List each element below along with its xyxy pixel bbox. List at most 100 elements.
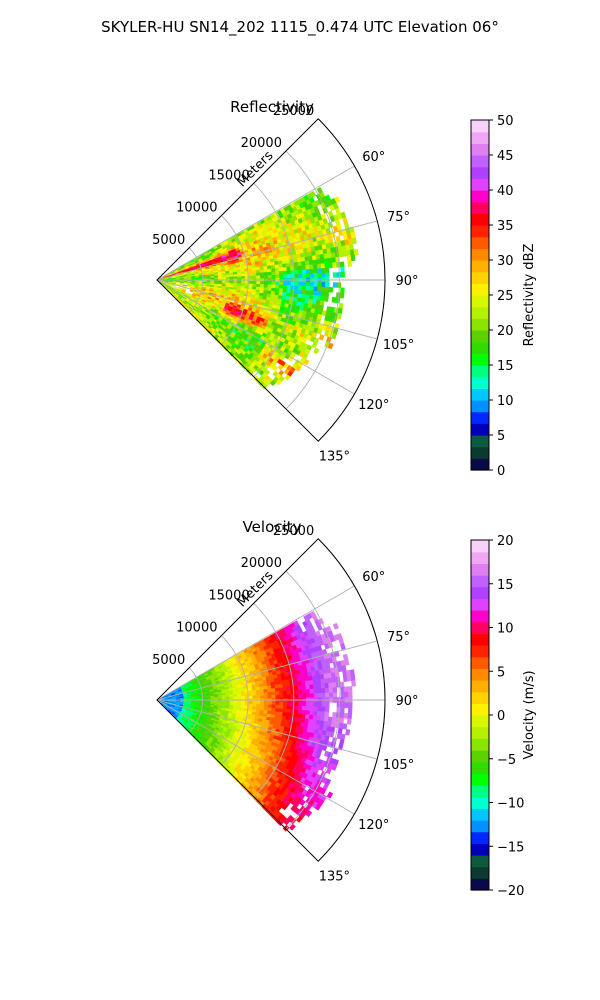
vel-cell — [274, 687, 280, 692]
vel-cell — [345, 729, 351, 736]
refl-cell — [328, 237, 334, 244]
refl-cell — [347, 260, 353, 267]
vel-cell — [278, 687, 284, 692]
vel-cell — [252, 690, 257, 694]
vel-cell — [264, 695, 269, 699]
refl-cell — [301, 261, 306, 267]
vel-cell — [351, 680, 356, 687]
vel-cell — [286, 694, 292, 699]
vel-cell — [267, 701, 273, 706]
refl-cell — [278, 263, 284, 269]
colorbar-swatch — [471, 843, 489, 856]
vel-cell — [285, 679, 291, 684]
range-tick-label: 5000 — [152, 653, 185, 668]
colorbar-swatch — [471, 306, 489, 319]
refl-cell — [332, 262, 337, 268]
refl-cell — [317, 272, 322, 279]
vel-cell — [308, 680, 314, 686]
vel-cell — [340, 707, 345, 714]
refl-cell — [225, 280, 231, 284]
refl-cell — [285, 259, 291, 264]
vel-cell — [323, 678, 329, 684]
vel-cell — [325, 663, 331, 670]
refl-cell — [259, 284, 265, 288]
refl-cell — [264, 275, 269, 279]
colorbar-swatch — [471, 621, 489, 634]
refl-cell — [325, 272, 330, 278]
refl-cell — [264, 281, 269, 285]
vel-cell — [271, 688, 276, 693]
colorbar-swatch — [471, 388, 489, 401]
vel-cell — [286, 686, 291, 692]
vel-cell — [304, 680, 310, 686]
colorbar-swatch — [471, 411, 489, 424]
vel-cell — [274, 708, 280, 713]
refl-cell — [217, 275, 223, 278]
vel-cell — [342, 723, 348, 730]
refl-cell — [332, 282, 338, 288]
vel-cell — [324, 706, 330, 713]
range-tick-label: 20000 — [241, 136, 282, 151]
colorbar-swatch — [471, 715, 489, 728]
reflectivity-panel: Reflectivity50001000015000200002500060°7… — [152, 98, 537, 479]
vel-cell — [263, 707, 269, 712]
colorbar-swatch — [471, 120, 489, 133]
vel-cell — [339, 681, 345, 688]
vel-cell — [206, 697, 211, 700]
vel-cell — [283, 694, 288, 699]
refl-cell — [248, 273, 253, 277]
refl-cell — [267, 268, 272, 273]
refl-cell — [182, 284, 188, 287]
vel-cell — [293, 685, 299, 691]
colorbar-tick-label: 25 — [497, 289, 514, 304]
refl-cell — [282, 270, 288, 275]
vel-cell — [233, 696, 238, 700]
vel-cell — [324, 682, 330, 689]
refl-cell — [294, 269, 299, 275]
colorbar-swatch — [471, 820, 489, 833]
refl-cell — [279, 281, 284, 286]
colorbar-tick-label: −15 — [497, 840, 524, 855]
refl-cell — [240, 271, 246, 275]
colorbar-swatch — [471, 178, 489, 191]
vel-cell — [332, 687, 338, 693]
vel-cell — [252, 703, 257, 708]
vel-cell — [321, 706, 326, 713]
refl-cell — [271, 268, 276, 273]
refl-cell — [309, 290, 314, 296]
refl-cell — [275, 284, 280, 289]
colorbar-swatch — [471, 878, 489, 891]
vel-cell — [317, 701, 322, 708]
refl-cell — [233, 276, 238, 280]
refl-cell — [320, 295, 325, 302]
colorbar-swatch — [471, 260, 489, 273]
colorbar-swatch — [471, 773, 489, 786]
vel-cell — [271, 694, 276, 699]
vel-cell — [312, 715, 318, 721]
vel-cell — [324, 711, 330, 718]
vel-cell — [332, 682, 337, 688]
colorbar-swatch — [471, 143, 489, 156]
refl-cell — [316, 263, 322, 270]
colorbar-swatch — [471, 645, 489, 658]
colorbar-tick-label: 0 — [497, 709, 505, 724]
refl-cell — [338, 302, 344, 309]
vel-cell — [267, 694, 273, 699]
vel-cell — [320, 711, 326, 717]
vel-cell — [321, 692, 326, 698]
refl-cell — [317, 286, 322, 292]
refl-cell — [312, 259, 318, 265]
refl-cell — [320, 291, 326, 297]
vel-cell — [313, 706, 318, 712]
refl-cell — [316, 295, 322, 301]
vel-cell — [279, 704, 284, 710]
colorbar-swatch — [471, 586, 489, 599]
vel-cell — [301, 681, 306, 687]
colorbar-swatch — [471, 318, 489, 331]
vel-cell — [339, 717, 345, 724]
refl-cell — [294, 285, 299, 291]
refl-cell — [271, 281, 276, 286]
colorbar-tick-label: 0 — [497, 464, 505, 479]
vel-cell — [325, 692, 330, 698]
refl-cell — [313, 264, 318, 270]
